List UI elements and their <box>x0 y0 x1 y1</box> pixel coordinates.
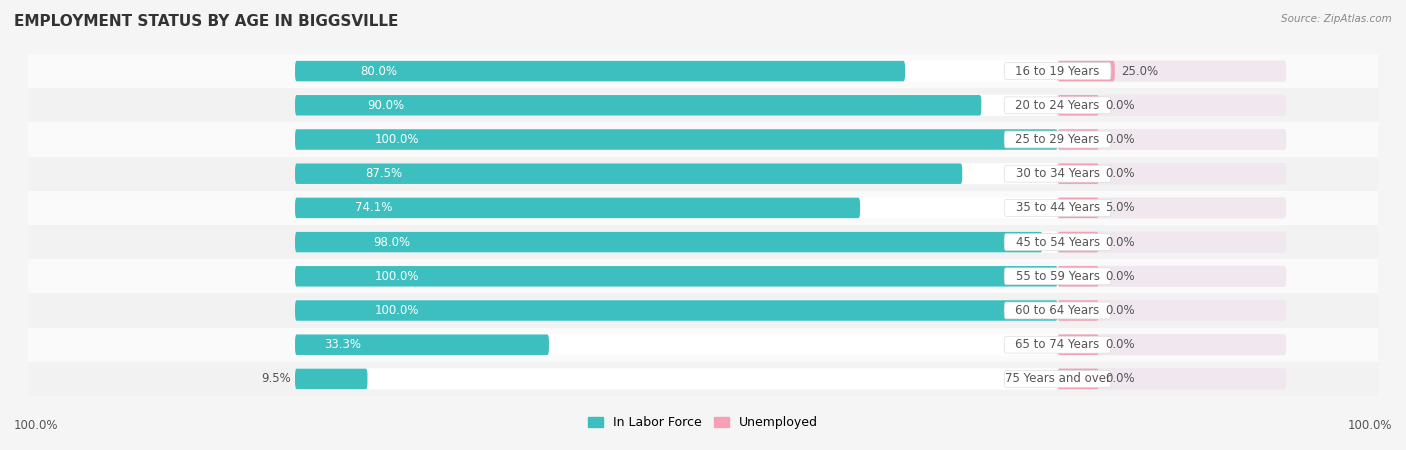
FancyBboxPatch shape <box>1004 234 1111 251</box>
FancyBboxPatch shape <box>295 369 367 389</box>
Bar <box>28 293 1378 328</box>
Text: 0.0%: 0.0% <box>1105 373 1135 385</box>
FancyBboxPatch shape <box>1004 131 1111 148</box>
FancyBboxPatch shape <box>1057 129 1286 150</box>
Bar <box>28 225 1378 259</box>
Text: 0.0%: 0.0% <box>1105 133 1135 146</box>
FancyBboxPatch shape <box>295 198 860 218</box>
FancyBboxPatch shape <box>295 60 1057 82</box>
Text: 16 to 19 Years: 16 to 19 Years <box>1015 65 1099 77</box>
FancyBboxPatch shape <box>295 334 548 355</box>
Text: 98.0%: 98.0% <box>374 236 411 248</box>
FancyBboxPatch shape <box>1057 198 1098 218</box>
Text: 0.0%: 0.0% <box>1105 338 1135 351</box>
FancyBboxPatch shape <box>1057 231 1286 253</box>
FancyBboxPatch shape <box>1004 302 1111 319</box>
Text: 25.0%: 25.0% <box>1121 65 1159 77</box>
Text: 80.0%: 80.0% <box>360 65 396 77</box>
FancyBboxPatch shape <box>1057 368 1286 390</box>
FancyBboxPatch shape <box>1057 197 1286 219</box>
Bar <box>28 122 1378 157</box>
FancyBboxPatch shape <box>295 368 1057 390</box>
FancyBboxPatch shape <box>295 95 981 116</box>
FancyBboxPatch shape <box>1057 369 1098 389</box>
FancyBboxPatch shape <box>295 163 962 184</box>
FancyBboxPatch shape <box>295 129 1057 150</box>
FancyBboxPatch shape <box>295 266 1057 287</box>
Bar <box>28 88 1378 122</box>
Text: 90.0%: 90.0% <box>367 99 405 112</box>
Text: 65 to 74 Years: 65 to 74 Years <box>1015 338 1099 351</box>
Text: 0.0%: 0.0% <box>1105 304 1135 317</box>
FancyBboxPatch shape <box>1057 334 1286 356</box>
FancyBboxPatch shape <box>295 197 1057 219</box>
Text: EMPLOYMENT STATUS BY AGE IN BIGGSVILLE: EMPLOYMENT STATUS BY AGE IN BIGGSVILLE <box>14 14 398 28</box>
FancyBboxPatch shape <box>1004 370 1111 387</box>
FancyBboxPatch shape <box>1057 129 1098 150</box>
Bar <box>28 362 1378 396</box>
FancyBboxPatch shape <box>1004 199 1111 216</box>
Text: 74.1%: 74.1% <box>356 202 392 214</box>
Text: 33.3%: 33.3% <box>325 338 361 351</box>
Bar <box>28 157 1378 191</box>
FancyBboxPatch shape <box>1057 163 1286 184</box>
Text: 100.0%: 100.0% <box>14 419 59 432</box>
Text: 87.5%: 87.5% <box>366 167 402 180</box>
FancyBboxPatch shape <box>1004 165 1111 182</box>
Text: 60 to 64 Years: 60 to 64 Years <box>1015 304 1099 317</box>
FancyBboxPatch shape <box>1057 266 1286 287</box>
Text: 5.0%: 5.0% <box>1105 202 1135 214</box>
Text: 0.0%: 0.0% <box>1105 270 1135 283</box>
FancyBboxPatch shape <box>295 266 1057 287</box>
FancyBboxPatch shape <box>295 61 905 81</box>
Text: 100.0%: 100.0% <box>375 133 419 146</box>
Text: 45 to 54 Years: 45 to 54 Years <box>1015 236 1099 248</box>
FancyBboxPatch shape <box>295 300 1057 321</box>
FancyBboxPatch shape <box>1057 61 1115 81</box>
Text: 35 to 44 Years: 35 to 44 Years <box>1015 202 1099 214</box>
FancyBboxPatch shape <box>1004 97 1111 114</box>
FancyBboxPatch shape <box>295 129 1057 150</box>
Legend: In Labor Force, Unemployed: In Labor Force, Unemployed <box>583 411 823 434</box>
Bar <box>28 54 1378 88</box>
Text: 20 to 24 Years: 20 to 24 Years <box>1015 99 1099 112</box>
FancyBboxPatch shape <box>1057 300 1286 321</box>
Text: 0.0%: 0.0% <box>1105 99 1135 112</box>
Text: 25 to 29 Years: 25 to 29 Years <box>1015 133 1099 146</box>
Text: Source: ZipAtlas.com: Source: ZipAtlas.com <box>1281 14 1392 23</box>
FancyBboxPatch shape <box>295 163 1057 184</box>
Text: 0.0%: 0.0% <box>1105 167 1135 180</box>
Text: 0.0%: 0.0% <box>1105 236 1135 248</box>
FancyBboxPatch shape <box>295 232 1042 252</box>
FancyBboxPatch shape <box>1057 334 1098 355</box>
FancyBboxPatch shape <box>1004 268 1111 285</box>
Text: 75 Years and over: 75 Years and over <box>1005 373 1111 385</box>
Text: 30 to 34 Years: 30 to 34 Years <box>1015 167 1099 180</box>
Bar <box>28 328 1378 362</box>
Text: 100.0%: 100.0% <box>375 270 419 283</box>
FancyBboxPatch shape <box>1057 266 1098 287</box>
Text: 100.0%: 100.0% <box>375 304 419 317</box>
FancyBboxPatch shape <box>295 300 1057 321</box>
FancyBboxPatch shape <box>1057 163 1098 184</box>
Text: 100.0%: 100.0% <box>1347 419 1392 432</box>
FancyBboxPatch shape <box>1004 63 1111 80</box>
FancyBboxPatch shape <box>295 334 1057 356</box>
Text: 55 to 59 Years: 55 to 59 Years <box>1015 270 1099 283</box>
FancyBboxPatch shape <box>1057 300 1098 321</box>
FancyBboxPatch shape <box>1004 336 1111 353</box>
FancyBboxPatch shape <box>295 231 1057 253</box>
Bar <box>28 259 1378 293</box>
FancyBboxPatch shape <box>1057 60 1286 82</box>
Text: 9.5%: 9.5% <box>262 373 291 385</box>
Bar <box>28 191 1378 225</box>
FancyBboxPatch shape <box>295 94 1057 116</box>
FancyBboxPatch shape <box>1057 232 1098 252</box>
FancyBboxPatch shape <box>1057 95 1098 116</box>
FancyBboxPatch shape <box>1057 94 1286 116</box>
